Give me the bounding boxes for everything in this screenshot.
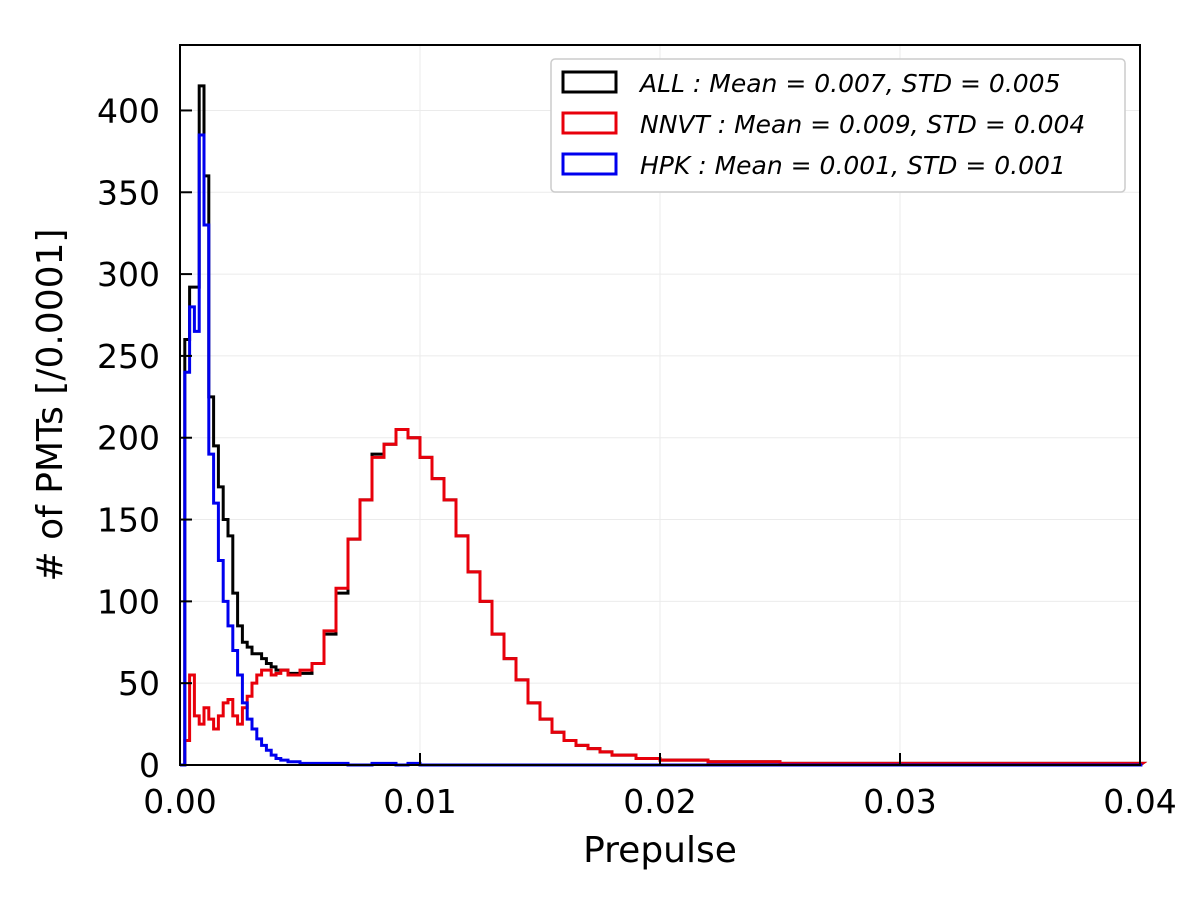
- y-tick-label: 150: [97, 501, 160, 540]
- x-tick-label: 0.02: [623, 782, 696, 821]
- legend-box: [550, 58, 1126, 193]
- y-tick-label: 0: [139, 746, 160, 785]
- y-tick-label: 300: [97, 255, 160, 294]
- legend-label-all: ALL : Mean = 0.007, STD = 0.005: [638, 69, 1061, 98]
- legend-label-hpk: HPK : Mean = 0.001, STD = 0.001: [640, 151, 1066, 180]
- series-nnvt-histogram: [180, 428, 1148, 767]
- x-axis-label: Prepulse: [583, 830, 737, 871]
- legend-swatch-all: [561, 70, 618, 94]
- x-tick-label: 0.03: [863, 782, 936, 821]
- y-tick-label: 50: [118, 664, 160, 703]
- y-axis-label: # of PMTs [/0.0001]: [30, 229, 71, 582]
- legend-swatch-nnvt: [561, 111, 618, 135]
- y-tick-label: 200: [97, 419, 160, 458]
- x-tick-label: 0.04: [1103, 782, 1176, 821]
- y-tick-label: 350: [97, 173, 160, 212]
- y-tick-label: 250: [97, 337, 160, 376]
- x-tick-label: 0.01: [383, 782, 456, 821]
- legend: ALL : Mean = 0.007, STD = 0.005 NNVT : M…: [550, 58, 1126, 193]
- y-tick-label: 400: [97, 91, 160, 130]
- legend-label-nnvt: NNVT : Mean = 0.009, STD = 0.004: [640, 110, 1085, 139]
- y-tick-label: 100: [97, 582, 160, 621]
- axis-ticks: 0.00 0.01 0.02 0.03 0.04 0 50 100 150 200 250 300 35…: [97, 91, 1177, 821]
- legend-swatch-hpk: [561, 152, 618, 176]
- x-tick-label: 0.00: [143, 782, 216, 821]
